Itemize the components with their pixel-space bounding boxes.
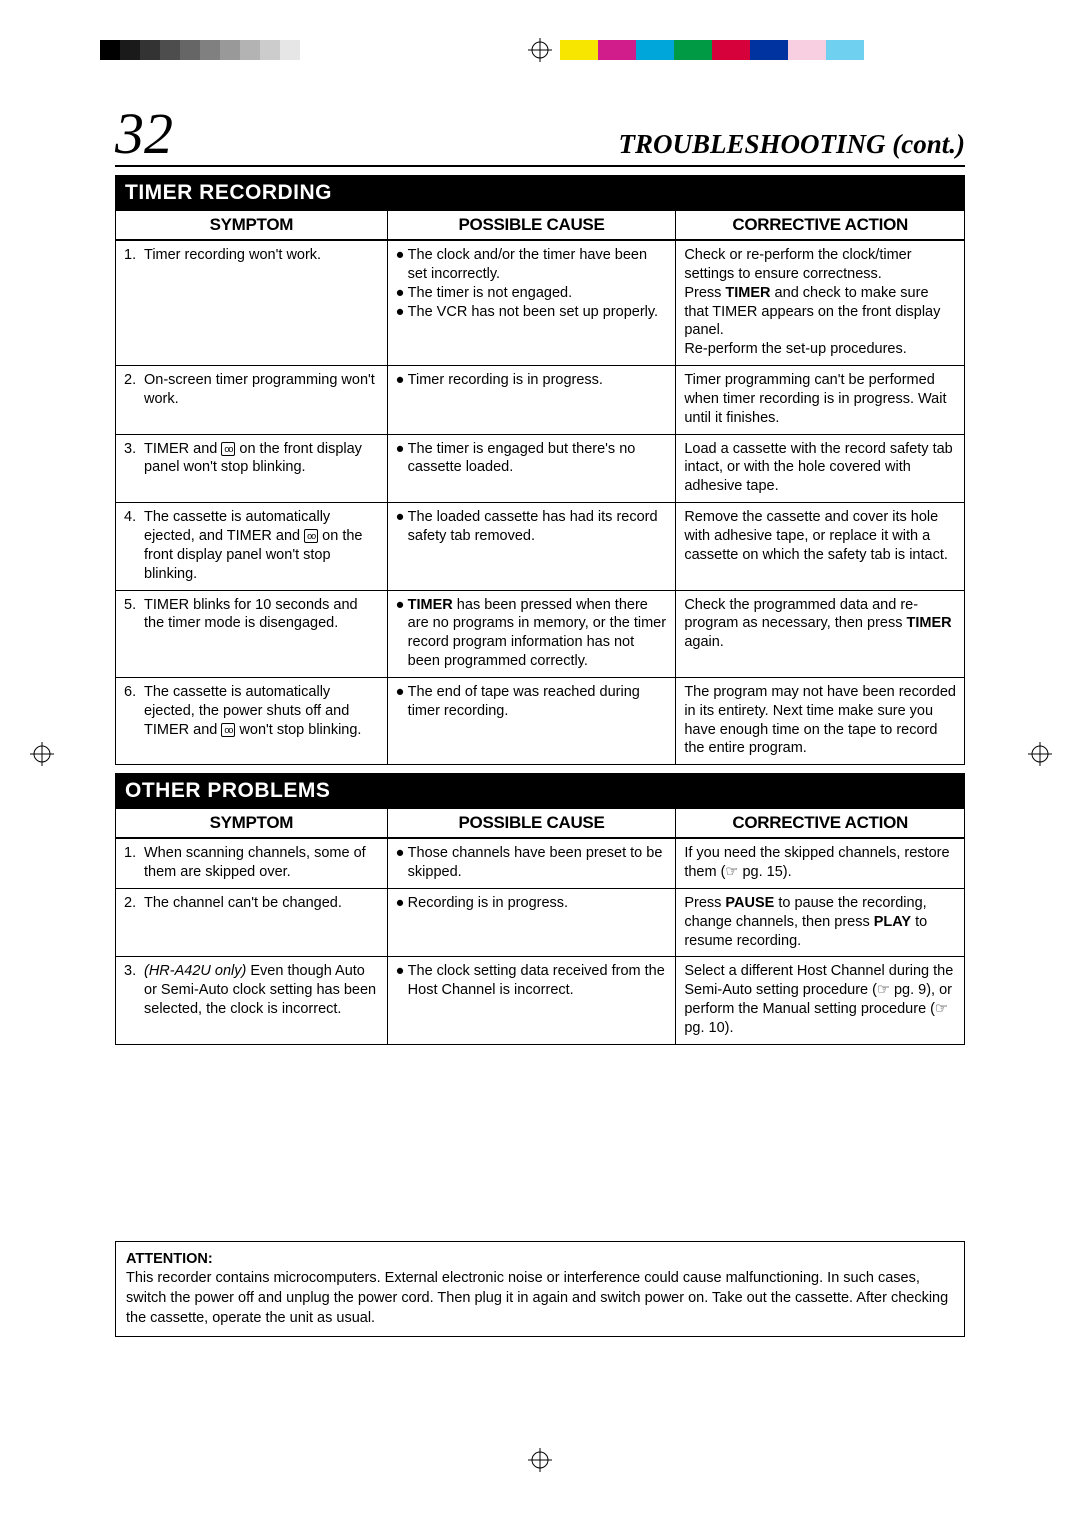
- symptom-cell: 2.The channel can't be changed.: [116, 888, 388, 957]
- register-mark-right: [1028, 742, 1052, 766]
- cause-cell: ●Those channels have been preset to be s…: [387, 838, 676, 888]
- action-cell: Check the programmed data and re-program…: [676, 590, 965, 677]
- column-header: CORRECTIVE ACTION: [676, 211, 965, 240]
- cause-cell: ●The end of tape was reached during time…: [387, 677, 676, 764]
- column-header: CORRECTIVE ACTION: [676, 809, 965, 838]
- table-row: 1.When scanning channels, some of them a…: [116, 838, 965, 888]
- cause-cell: ●Timer recording is in progress.: [387, 366, 676, 435]
- action-cell: If you need the skipped channels, restor…: [676, 838, 965, 888]
- page-content: 32 TROUBLESHOOTING (cont.) TIMER RECORDI…: [115, 105, 965, 1337]
- action-cell: The program may not have been recorded i…: [676, 677, 965, 764]
- table-row: 5.TIMER blinks for 10 seconds and the ti…: [116, 590, 965, 677]
- attention-text: This recorder contains microcomputers. E…: [126, 1270, 948, 1325]
- attention-box: ATTENTION: This recorder contains microc…: [115, 1241, 965, 1337]
- action-cell: Press PAUSE to pause the recording, chan…: [676, 888, 965, 957]
- table-row: 3.TIMER and oo on the front display pane…: [116, 434, 965, 503]
- cassette-icon: oo: [304, 529, 318, 543]
- cause-cell: ●The clock and/or the timer have been se…: [387, 240, 676, 366]
- table-row: 2.The channel can't be changed.●Recordin…: [116, 888, 965, 957]
- page-title: TROUBLESHOOTING (cont.): [618, 129, 965, 160]
- action-cell: Load a cassette with the record safety t…: [676, 434, 965, 503]
- sections-container: TIMER RECORDINGSYMPTOMPOSSIBLE CAUSECORR…: [115, 175, 965, 1045]
- symptom-cell: 4.The cassette is automatically ejected,…: [116, 503, 388, 590]
- symptom-cell: 5.TIMER blinks for 10 seconds and the ti…: [116, 590, 388, 677]
- table-row: 4.The cassette is automatically ejected,…: [116, 503, 965, 590]
- symptom-cell: 1.When scanning channels, some of them a…: [116, 838, 388, 888]
- register-mark-bottom: [528, 1448, 552, 1472]
- action-cell: Timer programming can't be performed whe…: [676, 366, 965, 435]
- register-mark-top: [528, 38, 552, 62]
- action-cell: Select a different Host Channel during t…: [676, 957, 965, 1044]
- register-mark-left: [30, 742, 54, 766]
- cause-cell: ●Recording is in progress.: [387, 888, 676, 957]
- cassette-icon: oo: [221, 442, 235, 456]
- attention-label: ATTENTION:: [126, 1251, 213, 1267]
- symptom-cell: 6.The cassette is automatically ejected,…: [116, 677, 388, 764]
- table-row: 6.The cassette is automatically ejected,…: [116, 677, 965, 764]
- cause-cell: ●TIMER has been pressed when there are n…: [387, 590, 676, 677]
- cassette-icon: oo: [221, 723, 235, 737]
- cause-cell: ●The timer is engaged but there's no cas…: [387, 434, 676, 503]
- action-cell: Check or re-perform the clock/timer sett…: [676, 240, 965, 366]
- cause-cell: ●The clock setting data received from th…: [387, 957, 676, 1044]
- page-number: 32: [115, 105, 173, 163]
- page-header: 32 TROUBLESHOOTING (cont.): [115, 105, 965, 167]
- column-header: SYMPTOM: [116, 211, 388, 240]
- table-row: 1.Timer recording won't work.●The clock …: [116, 240, 965, 366]
- troubleshooting-table: SYMPTOMPOSSIBLE CAUSECORRECTIVE ACTION 1.…: [115, 809, 965, 1045]
- troubleshooting-table: SYMPTOMPOSSIBLE CAUSECORRECTIVE ACTION1.…: [115, 211, 965, 765]
- symptom-cell: 3.TIMER and oo on the front display pane…: [116, 434, 388, 503]
- color-bar: [560, 40, 864, 60]
- symptom-cell: 2.On-screen timer programming won't work…: [116, 366, 388, 435]
- column-header: POSSIBLE CAUSE: [387, 211, 676, 240]
- action-cell: Remove the cassette and cover its hole w…: [676, 503, 965, 590]
- section-header: TIMER RECORDING: [115, 175, 965, 211]
- section-header: OTHER PROBLEMS: [115, 773, 965, 809]
- column-header: POSSIBLE CAUSE: [387, 809, 676, 838]
- symptom-cell: 3.(HR-A42U only) Even though Auto or Sem…: [116, 957, 388, 1044]
- table-row: 2.On-screen timer programming won't work…: [116, 366, 965, 435]
- table-row: 3.(HR-A42U only) Even though Auto or Sem…: [116, 957, 965, 1044]
- cause-cell: ●The loaded cassette has had its record …: [387, 503, 676, 590]
- greyscale-bar: [100, 40, 300, 60]
- column-header: SYMPTOM: [116, 809, 388, 838]
- symptom-cell: 1.Timer recording won't work.: [116, 240, 388, 366]
